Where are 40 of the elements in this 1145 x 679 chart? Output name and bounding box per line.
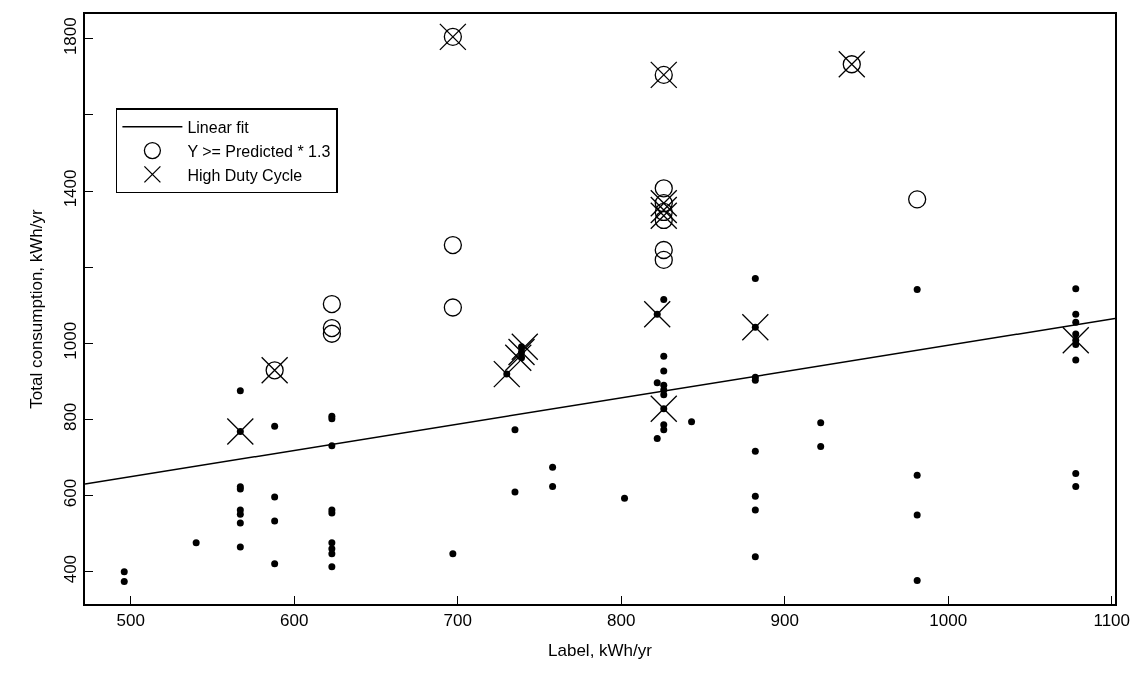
x-axis-title: Label, kWh/yr	[548, 641, 653, 661]
y-axis-title: Total consumption, kWh/yr	[26, 208, 46, 409]
x-tick-label: 900	[770, 611, 799, 631]
point	[741, 313, 769, 341]
point	[322, 324, 342, 343]
point	[322, 294, 342, 314]
y-tick-label: 1400	[61, 169, 81, 208]
point	[226, 417, 254, 446]
point	[443, 298, 463, 317]
x-tick-label: 700	[443, 611, 472, 631]
point	[507, 338, 536, 366]
legend-label: High Duty Cycle	[187, 166, 303, 184]
x-tick-label: 600	[280, 611, 309, 631]
point	[1062, 326, 1090, 354]
x-tick-label: 500	[116, 611, 145, 631]
point	[643, 300, 671, 328]
point	[654, 202, 673, 222]
point	[654, 250, 673, 270]
point	[511, 333, 539, 361]
y-tick-label: 1000	[61, 321, 81, 360]
x-tick-label: 800	[607, 611, 636, 631]
point	[322, 318, 342, 338]
legend-label: Y >= Predicted * 1.3	[187, 142, 331, 160]
point	[650, 196, 678, 224]
x-tick-label: 1000	[929, 611, 968, 631]
point	[504, 344, 532, 372]
point	[908, 190, 927, 209]
point	[654, 240, 673, 260]
point	[650, 395, 678, 423]
y-tick-label: 600	[61, 478, 81, 508]
y-tick-label: 1800	[61, 17, 81, 56]
x-tick-label: 1100	[1093, 611, 1131, 631]
y-tick-label: 800	[61, 402, 81, 432]
point	[654, 179, 673, 198]
point	[443, 235, 463, 255]
legend-label: Linear fit	[187, 119, 250, 137]
point	[654, 210, 673, 230]
point	[650, 202, 678, 230]
y-tick-label: 400	[61, 554, 81, 584]
point	[493, 360, 521, 388]
